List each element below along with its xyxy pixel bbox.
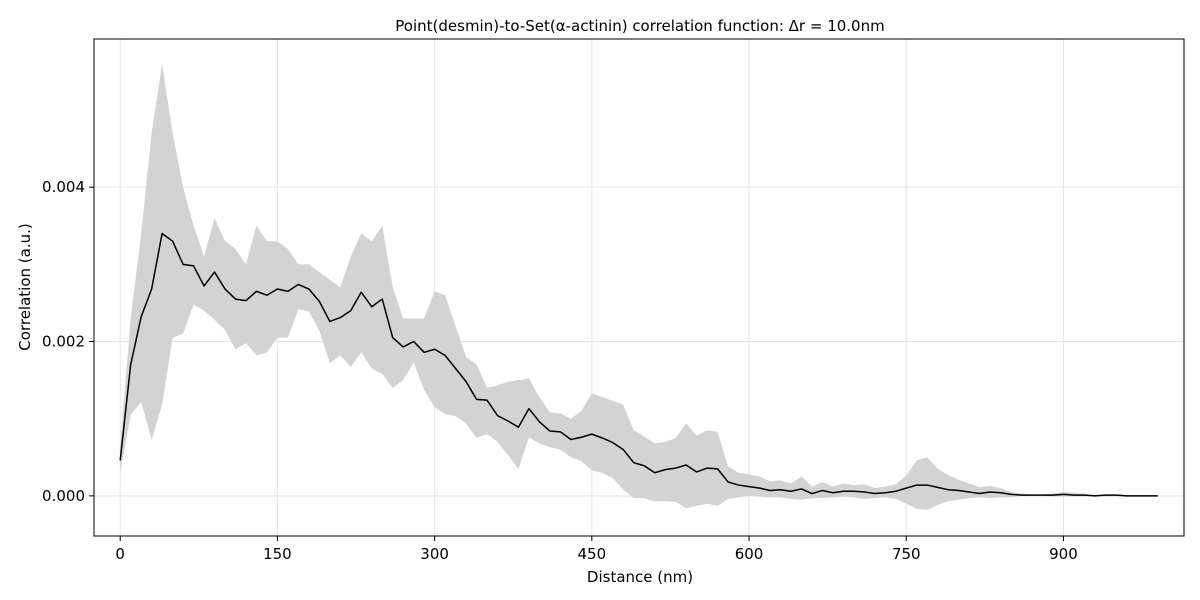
x-tick-label: 300	[420, 545, 449, 563]
x-tick-label: 150	[263, 545, 292, 563]
x-tick-layer: 0 150 300 450 600 750 900	[115, 536, 1078, 563]
x-tick-label: 600	[735, 545, 764, 563]
grid-layer	[94, 39, 1184, 536]
x-tick-label: 900	[1049, 545, 1078, 563]
y-axis-title: Correlation (a.u.)	[16, 223, 34, 350]
y-tick-label: 0.000	[42, 487, 85, 505]
plot-frame	[93, 38, 1185, 537]
y-tick-label: 0.002	[42, 333, 85, 351]
x-tick-label: 450	[578, 545, 607, 563]
line-layer	[119, 232, 1158, 497]
y-tick-layer: 0.000 0.002 0.004	[42, 178, 94, 505]
chart-title: Point(desmin)-to-Set(α-actinin) correlat…	[395, 17, 884, 35]
y-tick-label: 0.004	[42, 178, 85, 196]
x-tick-label: 0	[115, 545, 125, 563]
x-tick-label: 750	[892, 545, 921, 563]
band-layer	[120, 63, 1158, 510]
x-axis-title: Distance (nm)	[587, 568, 693, 586]
correlation-line	[119, 232, 1158, 497]
confidence-band	[120, 63, 1158, 510]
